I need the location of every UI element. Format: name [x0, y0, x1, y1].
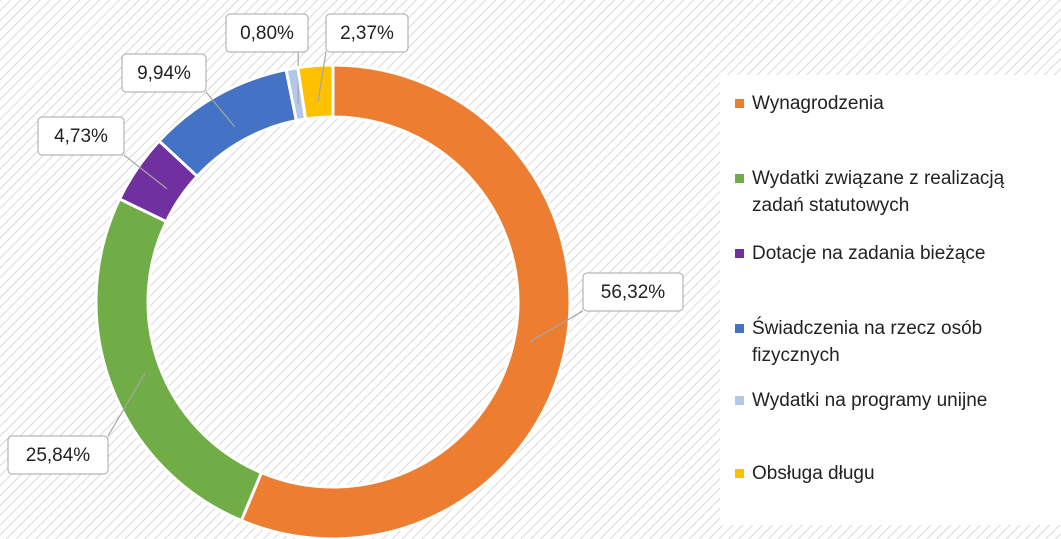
leader-line [123, 154, 168, 190]
leader-line [317, 51, 327, 102]
legend-label: Wydatki na programy unijne [752, 390, 988, 411]
data-label-box [37, 116, 125, 156]
legend-label: Obsługa długu [752, 463, 875, 484]
leader-line [205, 91, 236, 128]
data-label-box [325, 13, 409, 53]
legend-label: Świadczenia na rzecz osób fizycznych [752, 318, 983, 366]
data-label: 4,73% [54, 126, 108, 147]
legend-item: Wydatki związane z realizacją zadań stat… [735, 165, 1057, 219]
legend-item: Obsługa długu [735, 460, 1057, 487]
leader-line [529, 310, 584, 343]
donut-slice [296, 63, 335, 121]
legend-item: Świadczenia na rzecz osób fizycznych [735, 315, 1057, 369]
donut-slice [239, 63, 572, 539]
data-label: 25,84% [26, 445, 91, 466]
leader-line [107, 372, 146, 437]
legend-swatch [735, 174, 744, 183]
data-label: 0,80% [240, 23, 294, 44]
legend-label: Wydatki związane z realizacją zadań stat… [752, 168, 1005, 216]
legend-label: Wynagrodzenia [752, 93, 884, 114]
data-label-box [7, 435, 109, 475]
legend-item: Dotacje na zadania bieżące [735, 240, 1057, 267]
data-label: 2,37% [340, 23, 394, 44]
data-label-box [225, 13, 309, 53]
legend-swatch [735, 324, 744, 333]
legend-background [720, 75, 1061, 525]
legend-label: Dotacje na zadania bieżące [752, 243, 986, 264]
data-label: 9,94% [137, 63, 191, 84]
legend-item: Wynagrodzenia [735, 90, 1057, 117]
legend-item: Wydatki na programy unijne [735, 387, 1057, 414]
data-label-box [582, 272, 684, 312]
data-label-box [121, 53, 207, 93]
legend-swatch [735, 99, 744, 108]
legend-swatch [735, 249, 744, 258]
legend-swatch [735, 396, 744, 405]
data-label: 56,32% [601, 282, 666, 303]
legend-swatch [735, 469, 744, 478]
